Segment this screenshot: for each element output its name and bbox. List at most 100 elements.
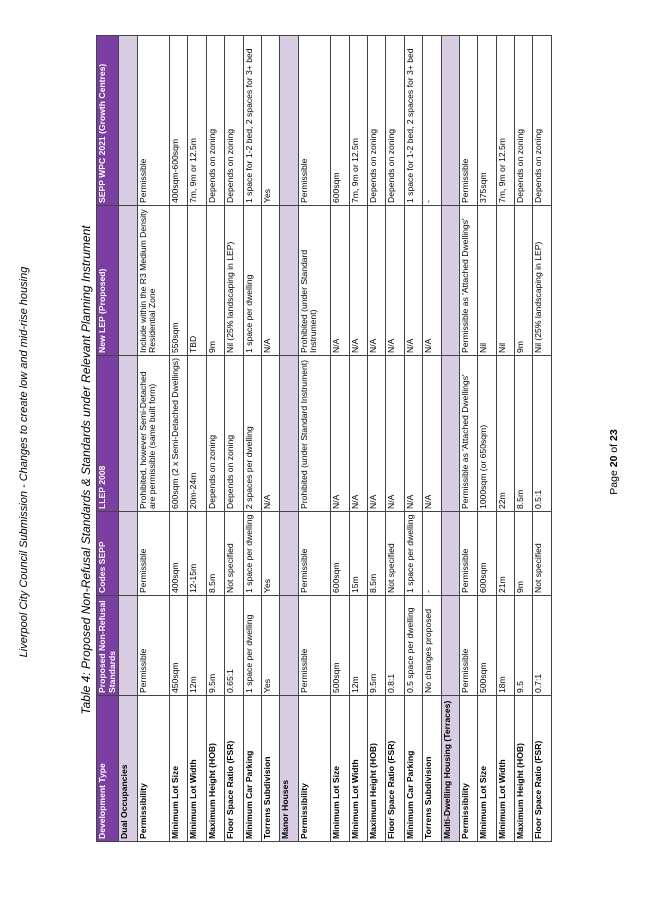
table-cell: 0.8:1	[385, 595, 405, 696]
table-cell: 0.7:1	[532, 595, 552, 696]
table-row: Floor Space Ratio (FSR) 0.7:1 Not specifie…	[532, 35, 552, 842]
table-cell: 500sqm	[330, 595, 350, 696]
table-cell: Depends on zoning	[367, 35, 386, 206]
section-filler-cell	[118, 511, 138, 596]
row-label: Minimum Lot Size	[169, 695, 188, 842]
table-cell: 600sqm	[330, 35, 350, 206]
table-cell: 600sqm	[477, 511, 497, 596]
column-header: LLEP 2008	[96, 355, 119, 512]
section-filler-cell	[118, 205, 138, 356]
section-filler-cell	[279, 511, 299, 596]
column-header: Development Type	[96, 695, 119, 842]
table-cell: -	[422, 511, 442, 596]
table-cell: Depends on zoning	[385, 35, 405, 206]
table-cell: 9.5	[514, 595, 533, 696]
table-row: Permissibility Permissible Permissible Proh…	[298, 35, 331, 842]
table-row: Minimum Lot Width 18m 21m 22m Nil 7m, 9m or 1…	[496, 35, 515, 842]
section-filler-cell	[279, 35, 299, 206]
table-cell: N/A	[367, 355, 386, 512]
table-cell: N/A	[404, 355, 423, 512]
table-cell: Permissible	[298, 595, 331, 696]
table-row: Minimum Lot Size 500sqm 600sqm N/A N/A 600sqm	[330, 35, 350, 842]
section-filler-cell	[441, 205, 460, 356]
table-row: Minimum Lot Size 450sqm 400sqm 600sqm (2 x …	[169, 35, 188, 842]
table-cell: 9.5m	[367, 595, 386, 696]
section-filler-cell	[118, 35, 138, 206]
table-cell: Depends on zoning	[224, 35, 244, 206]
table-cell: N/A	[349, 205, 368, 356]
table-cell: 0.65:1	[224, 595, 244, 696]
row-label: Permissibility	[298, 695, 331, 842]
document-header: Liverpool City Council Submission - Chan…	[18, 266, 30, 658]
section-filler-cell	[441, 35, 460, 206]
table-row: Floor Space Ratio (FSR) 0.65:1 Not specifi…	[224, 35, 244, 842]
section-title: Multi-Dwelling Housing (Terraces)	[441, 695, 460, 842]
section-filler-cell	[118, 595, 138, 696]
table-cell: 2 spaces per dwelling	[243, 355, 262, 512]
table-row: Torrens Subdivision No changes proposed - N…	[422, 35, 442, 842]
table-row: Minimum Car Parking 0.5 space per dwellin…	[404, 35, 423, 842]
table-cell: 21m	[496, 511, 515, 596]
table-header-row: Development Type Proposed Non-Refusal St…	[96, 35, 119, 842]
section-filler-cell	[441, 595, 460, 696]
table-cell: Not specified	[532, 511, 552, 596]
table-cell: No changes proposed	[422, 595, 442, 696]
table-cell: Permissible	[459, 35, 478, 206]
row-label: Maximum Height (HOB)	[367, 695, 386, 842]
page-prefix: Page	[608, 467, 620, 495]
table-cell: Depends on zoning	[206, 355, 225, 512]
table-cell: 7m, 9m or 12.5m	[349, 35, 368, 206]
section-header-row: Dual Occupancies	[118, 35, 138, 842]
standards-table: Development Type Proposed Non-Refusal St…	[96, 35, 552, 842]
row-label: Maximum Height (HOB)	[514, 695, 533, 842]
table-cell: 375sqm	[477, 35, 497, 206]
table-cell: Permissible as 'Attached Dwellings'	[459, 355, 478, 512]
table-body: Dual Occupancies Permissibility Permissibl…	[118, 35, 552, 842]
table-row: Minimum Lot Size 500sqm 600sqm 1000sqm (or …	[477, 35, 497, 842]
table-row: Permissibility Permissible Permissible Proh…	[137, 35, 170, 842]
table-cell: 0.5 space per dwelling	[404, 595, 423, 696]
table-cell: 500sqm	[477, 595, 497, 696]
section-header-row: Manor Houses	[279, 35, 299, 842]
table-cell: N/A	[330, 205, 350, 356]
table-row: Torrens Subdivision Yes Yes N/A N/A Yes	[261, 35, 280, 842]
table-cell: 1 space per dwelling	[243, 205, 262, 356]
table-cell: 9m	[514, 511, 533, 596]
row-label: Torrens Subdivision	[261, 695, 280, 842]
section-filler-cell	[441, 511, 460, 596]
table-cell: Yes	[261, 35, 280, 206]
column-header: Proposed Non-Refusal Standards	[96, 595, 119, 696]
page-of: of	[608, 440, 620, 456]
table-cell: 9m	[514, 205, 533, 356]
row-label: Floor Space Ratio (FSR)	[532, 695, 552, 842]
table-row: Permissibility Permissible Permissible Perm…	[459, 35, 478, 842]
row-label: Permissibility	[137, 695, 170, 842]
table-row: Maximum Height (HOB) 9.5 9m 8.5m 9m Depends o…	[514, 35, 533, 842]
table-rotator: Development Type Proposed Non-Refusal St…	[96, 35, 552, 842]
table-cell: 12-15m	[187, 511, 207, 596]
table-cell: N/A	[349, 355, 368, 512]
table-cell: N/A	[422, 355, 442, 512]
row-label: Maximum Height (HOB)	[206, 695, 225, 842]
table-cell: Permissible	[298, 35, 331, 206]
table-row: Minimum Lot Width 12m 12-15m 20m-24m TBD 7m, …	[187, 35, 207, 842]
table-cell: Not specified	[385, 511, 405, 596]
table-cell: 12m	[349, 595, 368, 696]
table-cell: Permissible as 'Attached Dwellings'	[459, 205, 478, 356]
column-header: New LEP (Proposed)	[96, 205, 119, 356]
table-cell: Nil	[477, 205, 497, 356]
table-cell: 8.5m	[206, 511, 225, 596]
table-cell: Permissible	[137, 595, 170, 696]
table-cell: Permissible	[459, 595, 478, 696]
row-label: Floor Space Ratio (FSR)	[385, 695, 405, 842]
table-cell: 600sqm (2 x Semi-Detached Dwellings)	[169, 355, 188, 512]
row-label: Minimum Lot Size	[330, 695, 350, 842]
row-label: Minimum Car Parking	[404, 695, 423, 842]
table-cell: Include within the R3 Medium Density Res…	[137, 205, 170, 356]
table-cell: 600sqm	[330, 511, 350, 596]
table-row: Maximum Height (HOB) 9.5m 8.5m Depends on z…	[206, 35, 225, 842]
section-filler-cell	[118, 355, 138, 512]
section-title: Dual Occupancies	[118, 695, 138, 842]
table-cell: 1 space for 1-2 bed, 2 spaces for 3+ bed	[243, 35, 262, 206]
row-label: Torrens Subdivision	[422, 695, 442, 842]
